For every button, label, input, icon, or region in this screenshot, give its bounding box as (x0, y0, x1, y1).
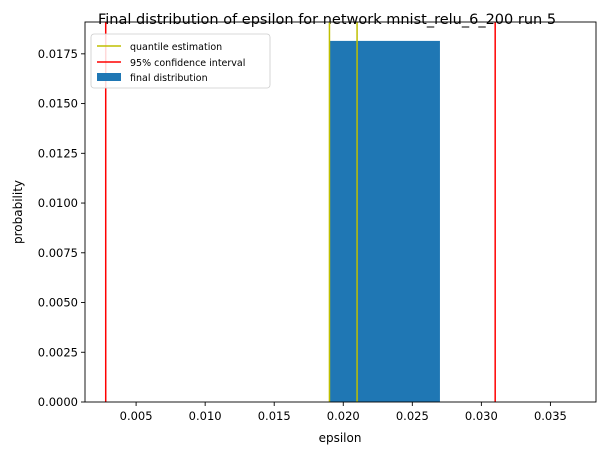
y-tick-label-7: 0.0175 (38, 47, 78, 61)
x-tick-label-5: 0.030 (465, 409, 498, 423)
y-tick-label-1: 0.0025 (38, 345, 78, 359)
chart-title: Final distribution of epsilon for networ… (98, 12, 556, 28)
x-axis: 0.005 0.010 0.015 0.020 0.025 0.030 0.035 (120, 402, 567, 423)
y-axis: 0.0000 0.0025 0.0050 0.0075 0.0100 0.0125 0.01… (38, 47, 85, 409)
x-tick-label-3: 0.020 (327, 409, 360, 423)
y-tick-label-2: 0.0050 (38, 296, 78, 310)
legend-confidence-label: 95% confidence interval (130, 58, 245, 69)
legend-distribution-swatch (97, 73, 121, 81)
y-tick-label-5: 0.0125 (38, 146, 78, 160)
legend-distribution-label: final distribution (130, 73, 208, 84)
y-tick-label-0: 0.0000 (38, 395, 78, 409)
x-tick-label-2: 0.015 (258, 409, 291, 423)
distribution-bar-0 (329, 41, 439, 402)
x-tick-label-0: 0.005 (120, 409, 153, 423)
legend-quantile-label: quantile estimation (130, 42, 222, 53)
x-axis-label: epsilon (319, 431, 362, 445)
y-tick-label-4: 0.0100 (38, 196, 78, 210)
legend: quantile estimation 95% confidence inter… (91, 34, 270, 88)
x-tick-label-6: 0.035 (534, 409, 567, 423)
x-tick-label-1: 0.010 (189, 409, 222, 423)
x-tick-label-4: 0.025 (396, 409, 429, 423)
y-tick-label-6: 0.0150 (38, 97, 78, 111)
y-tick-label-3: 0.0075 (38, 246, 78, 260)
y-axis-label: probability (11, 180, 25, 244)
